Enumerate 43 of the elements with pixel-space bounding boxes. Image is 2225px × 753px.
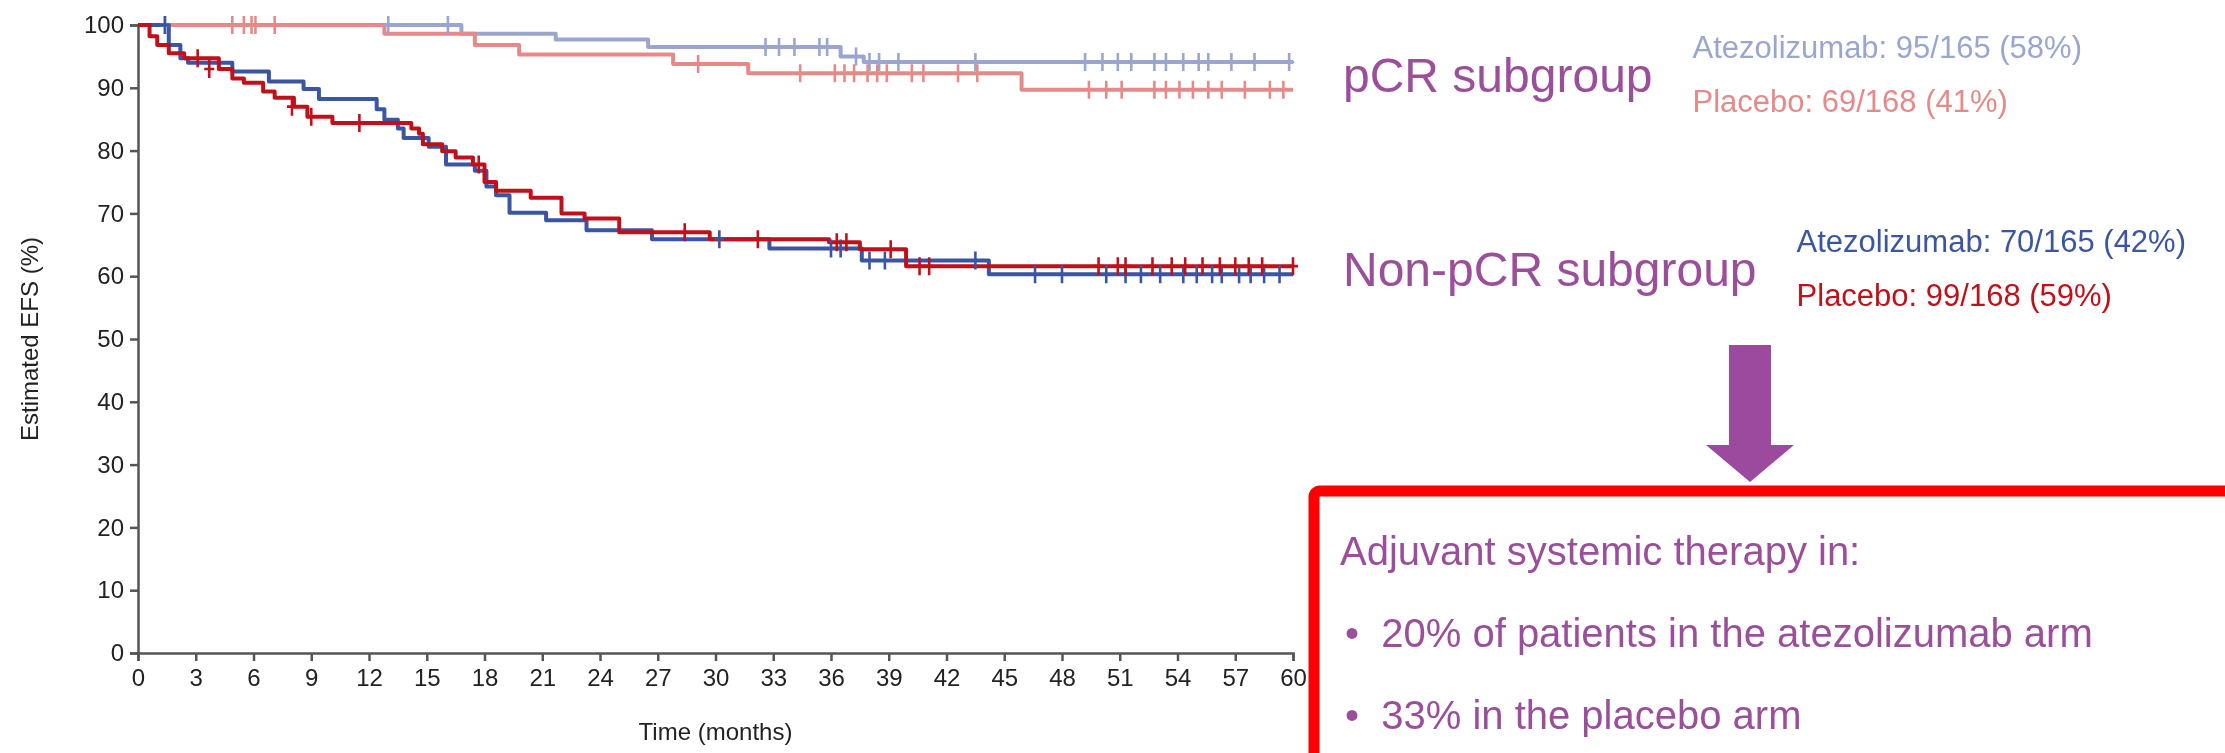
x-tick-label: 33 xyxy=(760,664,788,692)
x-tick-label: 45 xyxy=(991,664,1019,692)
y-tick-label: 70 xyxy=(97,199,124,227)
text: Non-pCR subgroup xyxy=(1343,243,1757,297)
text: pCR subgroup xyxy=(1343,48,1653,102)
y-tick-label: 100 xyxy=(83,11,124,39)
text: Atezolizumab: 70/165 (42%) xyxy=(1796,224,2186,260)
x-tick-label: 6 xyxy=(247,664,261,692)
x-tick-label: 48 xyxy=(1049,664,1076,692)
y-tick-label: 20 xyxy=(97,513,124,541)
x-tick-label: 60 xyxy=(1280,664,1307,692)
x-tick-label: 57 xyxy=(1222,664,1250,692)
y-tick-label: 0 xyxy=(110,639,124,667)
x-axis-title: Time (months) xyxy=(638,718,793,745)
x-tick-label: 39 xyxy=(875,664,903,692)
text: Atezolizumab: 95/165 (58%) xyxy=(1692,29,2082,65)
y-tick-label: 80 xyxy=(97,136,124,164)
x-tick-label: 3 xyxy=(189,664,203,692)
x-tick-label: 27 xyxy=(644,664,672,692)
y-tick-label: 10 xyxy=(97,576,124,604)
y-axis-title: Estimated EFS (%) xyxy=(16,236,43,442)
x-tick-label: 0 xyxy=(131,664,146,692)
text: • 20% of patients in the atezolizumab arm xyxy=(1345,611,2093,655)
text: Placebo: 99/168 (59%) xyxy=(1796,278,2112,314)
y-tick-label: 40 xyxy=(97,387,124,415)
x-tick-label: 54 xyxy=(1164,664,1192,692)
text: • 33% in the placebo arm xyxy=(1345,693,1802,737)
x-tick-label: 36 xyxy=(818,664,845,692)
x-tick-label: 51 xyxy=(1106,664,1134,692)
x-tick-label: 18 xyxy=(471,664,499,692)
x-tick-label: 30 xyxy=(702,664,730,692)
x-tick-label: 15 xyxy=(413,664,441,692)
y-tick-label: 50 xyxy=(97,325,124,353)
x-tick-label: 12 xyxy=(356,664,383,692)
text: Adjuvant systemic therapy in: xyxy=(1340,529,1861,573)
y-tick-label: 90 xyxy=(97,73,124,101)
x-tick-label: 21 xyxy=(529,664,557,692)
x-tick-label: 42 xyxy=(933,664,961,692)
text: Placebo: 69/168 (41%) xyxy=(1692,83,2008,119)
x-tick-label: 24 xyxy=(587,664,614,692)
y-tick-label: 60 xyxy=(97,262,124,290)
x-tick-label: 9 xyxy=(305,664,319,692)
y-tick-label: 30 xyxy=(97,450,124,478)
